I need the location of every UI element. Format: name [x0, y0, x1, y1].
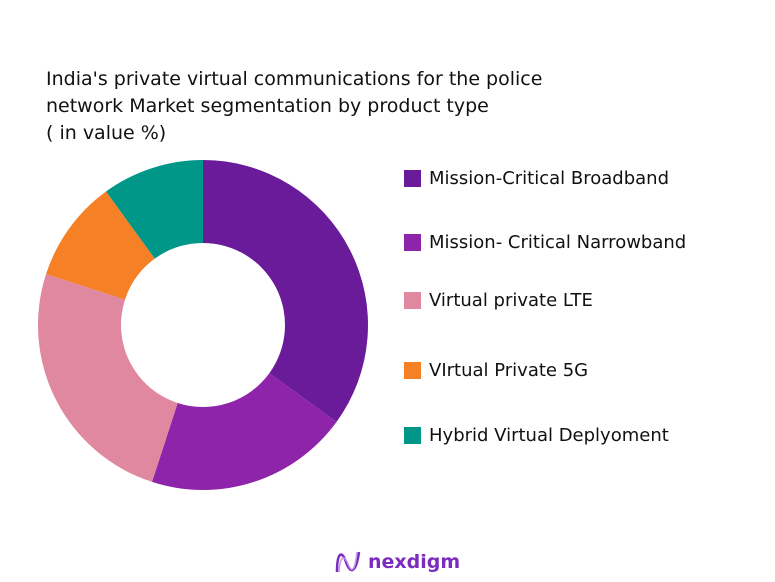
legend-swatch [404, 234, 421, 251]
legend-item: Hybrid Virtual Deplyoment [404, 425, 669, 446]
legend-swatch [404, 170, 421, 187]
legend-label: Mission- Critical Narrowband [429, 232, 687, 253]
nexdigm-logo: nexdigm [334, 548, 460, 576]
logo-wave-icon [335, 551, 361, 573]
title-line: India's private virtual communications f… [46, 68, 543, 90]
logo-text: nexdigm [368, 551, 461, 573]
legend-item: Mission-Critical Broadband [404, 168, 669, 189]
title-line: ( in value %) [46, 122, 167, 144]
legend-label: VIrtual Private 5G [429, 360, 589, 381]
legend-swatch [404, 362, 421, 379]
legend-item: VIrtual Private 5G [404, 360, 588, 381]
legend-item: Mission- Critical Narrowband [404, 232, 686, 253]
legend-item: Virtual private LTE [404, 290, 593, 311]
legend-label: Mission-Critical Broadband [429, 168, 669, 189]
donut-slice-4 [46, 191, 155, 300]
donut-slice-2 [152, 373, 337, 490]
donut-slice-5 [106, 160, 203, 259]
legend-swatch [404, 427, 421, 444]
legend-label: Virtual private LTE [429, 290, 593, 311]
legend-label: Hybrid Virtual Deplyoment [429, 425, 669, 446]
donut-slice-3 [37, 274, 178, 482]
legend-swatch [404, 292, 421, 309]
title-line: network Market segmentation by product t… [46, 95, 489, 117]
chart-title: India's private virtual communications f… [46, 66, 666, 147]
donut-slice-1 [203, 160, 368, 422]
